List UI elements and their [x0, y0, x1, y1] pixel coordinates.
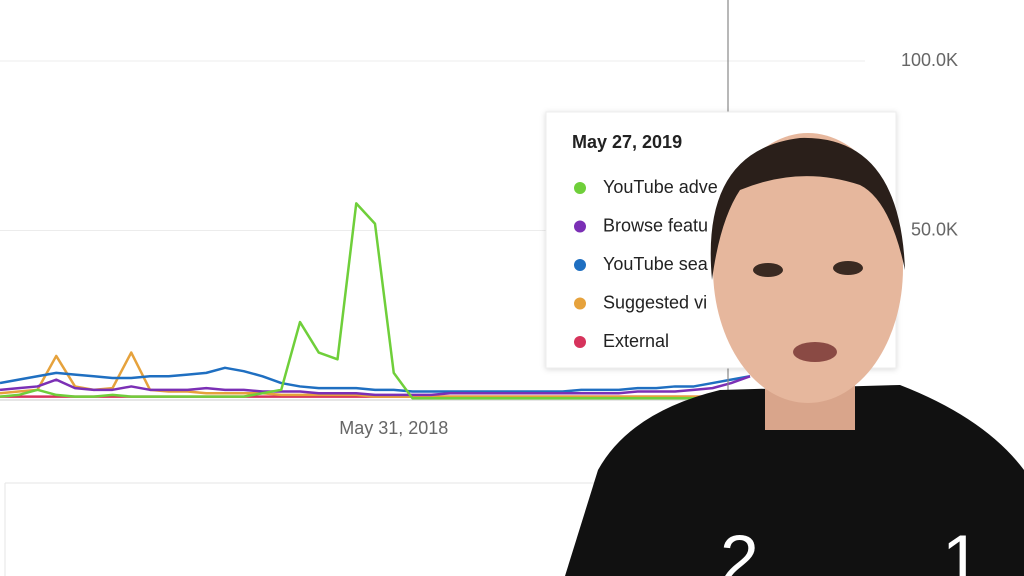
- legend-label: Suggested vi: [603, 292, 707, 312]
- shirt-print: 1: [942, 520, 981, 576]
- legend-dot: [574, 220, 586, 233]
- legend-label: Browse featu: [603, 215, 708, 235]
- hair: [710, 137, 905, 280]
- plot: 50.0K 100.0K May 31, 2018: [0, 50, 958, 438]
- legend-label: External: [603, 331, 669, 351]
- legend-dot: [574, 182, 586, 194]
- series-line: [0, 375, 751, 397]
- y-tick-label: 100.0K: [901, 50, 958, 70]
- legend-dot: [574, 297, 586, 310]
- x-tick-label: May 31, 2018: [339, 418, 448, 438]
- series-line: [0, 351, 750, 398]
- legend: YouTube adve Browse featu YouTube sea Sugge…: [574, 177, 718, 351]
- legend-dot: [574, 259, 586, 271]
- series-line: [0, 202, 751, 400]
- legend-label: YouTube sea: [603, 254, 709, 274]
- mouth: [793, 342, 837, 362]
- tooltip-title: May 27, 2019: [572, 132, 682, 152]
- shirt-print: 2: [720, 520, 759, 576]
- eye: [833, 261, 863, 275]
- legend-dot: [574, 336, 586, 348]
- eye: [753, 263, 783, 277]
- person: 2 1: [565, 133, 1024, 576]
- legend-label: YouTube adve: [603, 177, 718, 197]
- head: [713, 133, 903, 403]
- series-line: [0, 366, 751, 393]
- y-tick-label: 50.0K: [911, 219, 958, 239]
- shirt: [565, 385, 1024, 576]
